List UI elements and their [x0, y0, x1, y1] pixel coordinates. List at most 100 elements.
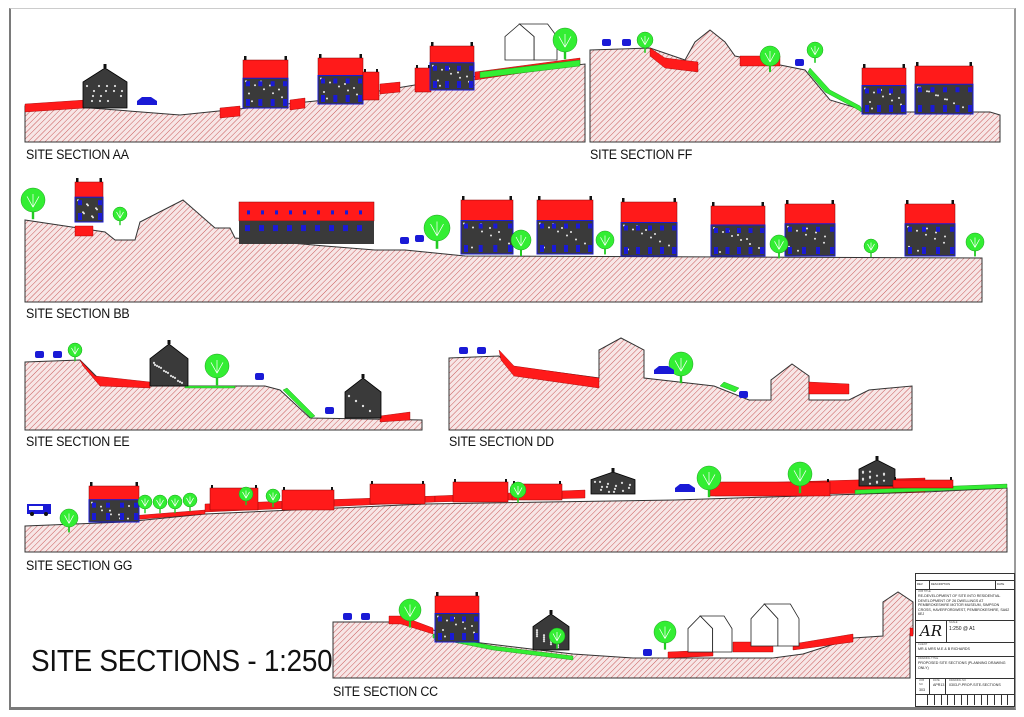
ground-section-hatch [24, 199, 983, 303]
tree-icon [112, 206, 128, 226]
section-label-dd: SITE SECTION DD [449, 434, 554, 449]
house-elevation-red-block [362, 69, 380, 101]
house-elevation-red-block [414, 65, 432, 93]
house-elevation-red-roof [74, 178, 104, 223]
site-section-dd-drawing [448, 337, 913, 431]
tree-icon [696, 465, 722, 498]
boundary-wall [79, 359, 151, 389]
boundary-wall [792, 633, 854, 651]
tree-icon [152, 494, 168, 514]
house-elevation-red-roof [317, 54, 364, 105]
house-elevation-stone-gable [344, 374, 382, 419]
tree-icon [238, 486, 254, 506]
house-elevation-stone-gable [858, 456, 896, 487]
tree-icon [510, 229, 532, 256]
house-elevation-red-roof [914, 62, 974, 115]
tree-icon [204, 353, 230, 386]
job-title-label: JOB TITLE [918, 590, 931, 593]
house-elevation-red-roof [242, 56, 289, 109]
boundary-wall [909, 627, 914, 637]
boundary-wall [498, 349, 600, 389]
bin-icon [739, 391, 748, 398]
drawing-main-title: SITE SECTIONS - 1:250 [31, 643, 333, 678]
existing-building-outline [687, 615, 733, 653]
green-embankment [184, 385, 236, 389]
section-label-ee: SITE SECTION EE [26, 434, 130, 449]
ground-section-hatch [448, 337, 913, 431]
car-icon [675, 484, 695, 492]
tree-icon [965, 232, 985, 257]
existing-building-outline [504, 23, 558, 61]
site-section-ee-drawing [24, 340, 423, 431]
title-block: REV DESCRIPTION DATE JOB TITLE RE-DEVELO… [915, 573, 1015, 707]
car-icon [137, 97, 157, 105]
tree-icon [20, 187, 46, 220]
client-cell: CLIENT MR & MRS M.E & B RICHARDS [916, 643, 1014, 657]
date-header-label: DATE [997, 582, 1005, 586]
tree-icon [398, 598, 422, 628]
job-title-value: RE-DEVELOPMENT OF SITE INTO RESIDENTIAL … [918, 594, 1010, 617]
tree-icon [759, 45, 781, 72]
tree-icon [548, 627, 566, 649]
bin-icon [35, 351, 44, 358]
job-no-label: JOB NO [919, 679, 925, 687]
house-elevation-stone-gable [532, 610, 570, 651]
site-section-bb-drawing [20, 178, 985, 303]
house-elevation-red-roof [861, 64, 907, 115]
client-label: CLIENT [918, 643, 928, 646]
green-embankment [432, 633, 574, 661]
tree-icon [59, 508, 79, 533]
house-elevation-red-block [369, 481, 426, 505]
date-value: APR13 [933, 683, 945, 688]
architect-logo: AR [916, 621, 947, 642]
site-section-gg-drawing [24, 456, 1008, 553]
boundary-wall [289, 97, 306, 111]
tree-icon [787, 461, 813, 494]
house-elevation-red-roof [710, 202, 766, 257]
house-elevation-red-block [452, 479, 509, 503]
tree-icon [863, 238, 879, 258]
revision-ticks-row [916, 695, 1014, 705]
bin-icon [622, 39, 631, 46]
logo-scale-row: AR SCALE 1:250 @ A1 [916, 621, 1014, 643]
revision-row: REV DESCRIPTION DATE [916, 581, 1014, 590]
house-elevation-stone-gable [82, 64, 128, 109]
boundary-wall [379, 81, 401, 95]
description-label: DESCRIPTION [930, 581, 996, 589]
tree-icon [806, 41, 824, 63]
tree-icon [636, 31, 654, 53]
site-section-aa-drawing [24, 23, 586, 143]
house-elevation-red-roof [434, 592, 480, 643]
tree-icon [769, 234, 789, 259]
tree-icon [167, 494, 183, 514]
section-label-ff: SITE SECTION FF [590, 147, 693, 162]
boundary-wall [808, 381, 850, 395]
green-embankment [719, 381, 740, 393]
tree-icon [595, 230, 615, 255]
section-label-gg: SITE SECTION GG [26, 558, 133, 573]
title-block-blank-row [916, 574, 1014, 581]
date-label: DATE [933, 679, 940, 682]
house-elevation-terrace [238, 201, 375, 244]
bin-icon [361, 613, 370, 620]
green-embankment [807, 67, 866, 115]
house-elevation-red-roof [784, 200, 836, 257]
drawing-title-label: DRAWING TITLE [918, 657, 939, 660]
section-label-bb: SITE SECTION BB [26, 306, 130, 321]
bin-icon [459, 347, 468, 354]
drawing-no-value: 0303-P-PROP-SITE-SECTIONS [949, 683, 1001, 688]
house-elevation-stone-gable [590, 468, 636, 495]
house-elevation-red-roof [620, 198, 678, 257]
bin-icon [602, 39, 611, 46]
ground-section-hatch [24, 359, 423, 431]
boundary-wall [219, 105, 241, 119]
house-elevation-red-roof [904, 200, 956, 257]
drawing-no-label: DRAWING NO [949, 679, 967, 682]
tree-icon [423, 214, 451, 249]
boundary-wall [649, 47, 699, 73]
boundary-wall [379, 411, 411, 423]
green-embankment [479, 59, 581, 79]
house-elevation-red-block [281, 487, 335, 511]
tree-icon [182, 492, 198, 512]
house-elevation-red-roof [460, 196, 514, 255]
